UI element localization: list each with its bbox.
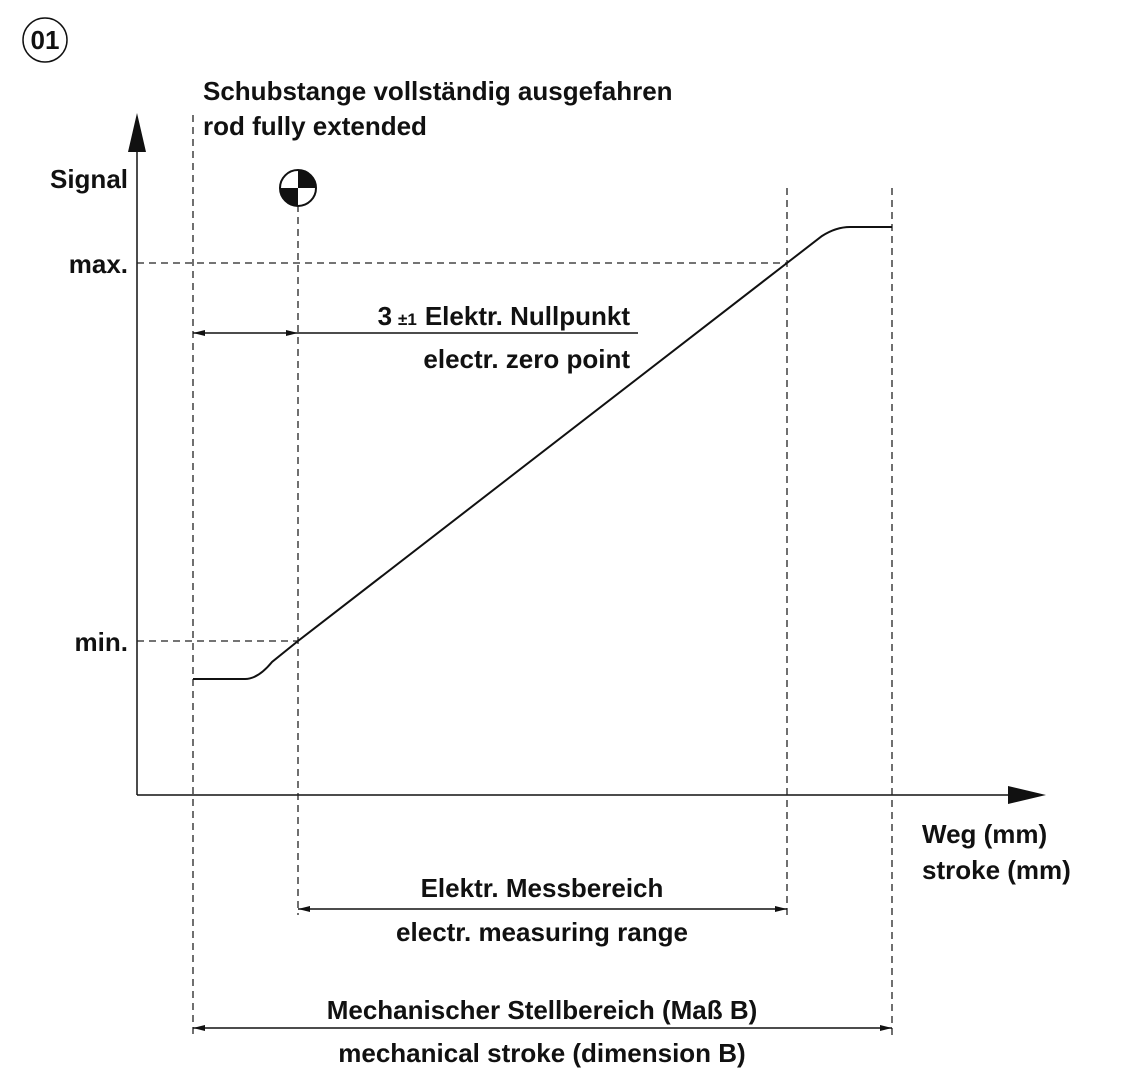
mechanical-stroke-en: mechanical stroke (dimension B)	[338, 1038, 745, 1068]
header-de: Schubstange vollständig ausgefahren	[203, 76, 673, 106]
measuring-range-en: electr. measuring range	[396, 917, 688, 947]
zero-point-tolerance: ±1	[398, 310, 417, 329]
datum-symbol	[279, 169, 317, 207]
x-label-en: stroke (mm)	[922, 855, 1071, 885]
y-label: Signal	[50, 164, 128, 194]
zero-point-label: 3 ±1 Elektr. Nullpunkt	[378, 301, 631, 331]
measuring-range-de: Elektr. Messbereich	[421, 873, 664, 903]
x-arrow	[1008, 786, 1046, 804]
mechanical-stroke-de: Mechanischer Stellbereich (Maß B)	[327, 995, 758, 1025]
zero-point-value: 3	[378, 301, 392, 331]
header-en: rod fully extended	[203, 111, 427, 141]
badge: 01	[31, 25, 60, 55]
max-label: max.	[69, 249, 128, 279]
x-label-de: Weg (mm)	[922, 819, 1047, 849]
zero-point-de: Elektr. Nullpunkt	[425, 301, 630, 331]
min-label: min.	[75, 627, 128, 657]
y-arrow	[128, 113, 146, 152]
zero-point-en: electr. zero point	[423, 344, 630, 374]
badge-circle	[22, 17, 68, 63]
signal-curve	[193, 226, 892, 680]
